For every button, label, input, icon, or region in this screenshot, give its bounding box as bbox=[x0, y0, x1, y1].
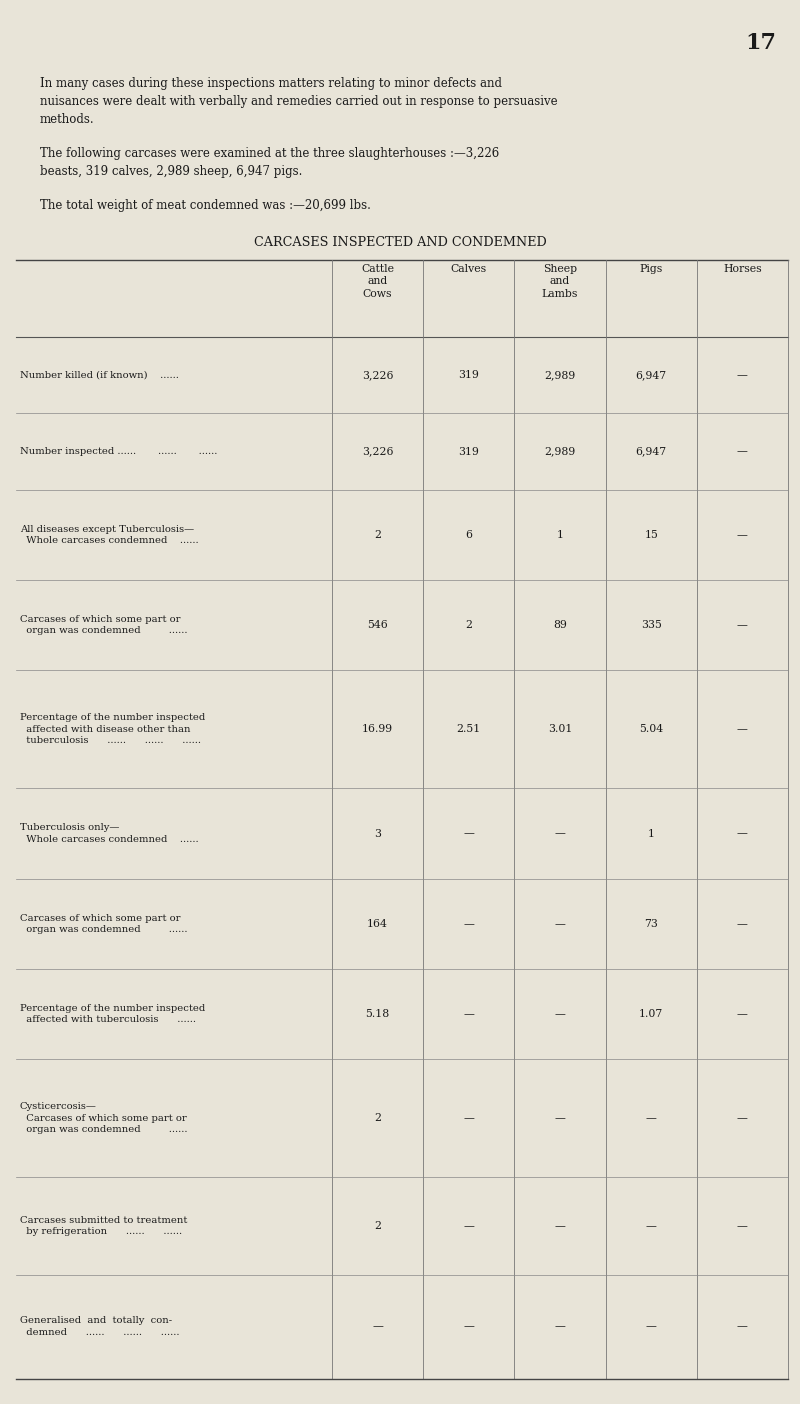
Text: —: — bbox=[737, 828, 748, 838]
Text: Cattle
and
Cows: Cattle and Cows bbox=[361, 264, 394, 299]
Text: Number inspected ......       ......       ......: Number inspected ...... ...... ...... bbox=[20, 446, 218, 456]
Text: 2.51: 2.51 bbox=[457, 724, 481, 734]
Text: 1: 1 bbox=[557, 529, 563, 541]
Text: —: — bbox=[737, 1009, 748, 1019]
Text: Generalised  and  totally  con-
  demned      ......      ......      ......: Generalised and totally con- demned ....… bbox=[20, 1317, 179, 1337]
Text: 2: 2 bbox=[466, 621, 472, 630]
Text: —: — bbox=[554, 918, 566, 929]
Text: Horses: Horses bbox=[723, 264, 762, 274]
Text: —: — bbox=[646, 1113, 657, 1123]
Text: —: — bbox=[737, 446, 748, 456]
Text: 546: 546 bbox=[367, 621, 388, 630]
Text: —: — bbox=[737, 1221, 748, 1231]
Text: 3: 3 bbox=[374, 828, 381, 838]
Text: —: — bbox=[737, 371, 748, 380]
Text: —: — bbox=[463, 1221, 474, 1231]
Text: Sheep
and
Lambs: Sheep and Lambs bbox=[542, 264, 578, 299]
Text: Pigs: Pigs bbox=[639, 264, 663, 274]
Text: 164: 164 bbox=[367, 918, 388, 929]
Text: 73: 73 bbox=[644, 918, 658, 929]
Text: 335: 335 bbox=[641, 621, 662, 630]
Text: Carcases submitted to treatment
  by refrigeration      ......      ......: Carcases submitted to treatment by refri… bbox=[20, 1216, 187, 1236]
Text: —: — bbox=[737, 529, 748, 541]
Text: All diseases except Tuberculosis—
  Whole carcases condemned    ......: All diseases except Tuberculosis— Whole … bbox=[20, 525, 198, 545]
Text: —: — bbox=[737, 724, 748, 734]
Text: —: — bbox=[463, 1113, 474, 1123]
Text: In many cases during these inspections matters relating to minor defects and
nui: In many cases during these inspections m… bbox=[40, 77, 558, 126]
Text: Percentage of the number inspected
  affected with disease other than
  tubercul: Percentage of the number inspected affec… bbox=[20, 713, 206, 746]
Text: Carcases of which some part or
  organ was condemned         ......: Carcases of which some part or organ was… bbox=[20, 914, 187, 934]
Text: Percentage of the number inspected
  affected with tuberculosis      ......: Percentage of the number inspected affec… bbox=[20, 1004, 206, 1025]
Text: 15: 15 bbox=[644, 529, 658, 541]
Text: —: — bbox=[554, 1221, 566, 1231]
Text: Tuberculosis only—
  Whole carcases condemned    ......: Tuberculosis only— Whole carcases condem… bbox=[20, 823, 198, 844]
Text: —: — bbox=[463, 918, 474, 929]
Text: 319: 319 bbox=[458, 446, 479, 456]
Text: 5.04: 5.04 bbox=[639, 724, 663, 734]
Text: —: — bbox=[737, 1113, 748, 1123]
Text: —: — bbox=[554, 828, 566, 838]
Text: Cysticercosis—
  Carcases of which some part or
  organ was condemned         ..: Cysticercosis— Carcases of which some pa… bbox=[20, 1102, 187, 1134]
Text: —: — bbox=[646, 1321, 657, 1331]
Text: 1: 1 bbox=[648, 828, 654, 838]
Text: 16.99: 16.99 bbox=[362, 724, 393, 734]
Text: 3.01: 3.01 bbox=[548, 724, 572, 734]
Text: 2: 2 bbox=[374, 1221, 381, 1231]
Text: —: — bbox=[737, 621, 748, 630]
Text: 2,989: 2,989 bbox=[544, 446, 576, 456]
Text: 6,947: 6,947 bbox=[636, 371, 666, 380]
Text: CARCASES INSPECTED AND CONDEMNED: CARCASES INSPECTED AND CONDEMNED bbox=[254, 236, 546, 249]
Text: 5.18: 5.18 bbox=[366, 1009, 390, 1019]
Text: 319: 319 bbox=[458, 371, 479, 380]
Text: —: — bbox=[463, 828, 474, 838]
Text: 6,947: 6,947 bbox=[636, 446, 666, 456]
Text: 6: 6 bbox=[466, 529, 472, 541]
Text: 2: 2 bbox=[374, 529, 381, 541]
Text: —: — bbox=[737, 1321, 748, 1331]
Text: —: — bbox=[463, 1009, 474, 1019]
Text: —: — bbox=[554, 1113, 566, 1123]
Text: 1.07: 1.07 bbox=[639, 1009, 663, 1019]
Text: —: — bbox=[463, 1321, 474, 1331]
Text: 3,226: 3,226 bbox=[362, 371, 394, 380]
Text: —: — bbox=[737, 918, 748, 929]
Text: Carcases of which some part or
  organ was condemned         ......: Carcases of which some part or organ was… bbox=[20, 615, 187, 636]
Text: —: — bbox=[554, 1009, 566, 1019]
Text: —: — bbox=[646, 1221, 657, 1231]
Text: Calves: Calves bbox=[450, 264, 487, 274]
Text: 2,989: 2,989 bbox=[544, 371, 576, 380]
Text: —: — bbox=[554, 1321, 566, 1331]
Text: 17: 17 bbox=[745, 32, 776, 55]
Text: The total weight of meat condemned was :—20,699 lbs.: The total weight of meat condemned was :… bbox=[40, 199, 371, 212]
Text: 3,226: 3,226 bbox=[362, 446, 394, 456]
Text: 89: 89 bbox=[553, 621, 567, 630]
Text: The following carcases were examined at the three slaughterhouses :—3,226
beasts: The following carcases were examined at … bbox=[40, 147, 499, 178]
Text: —: — bbox=[372, 1321, 383, 1331]
Text: 2: 2 bbox=[374, 1113, 381, 1123]
Text: Number killed (if known)    ......: Number killed (if known) ...... bbox=[20, 371, 179, 379]
